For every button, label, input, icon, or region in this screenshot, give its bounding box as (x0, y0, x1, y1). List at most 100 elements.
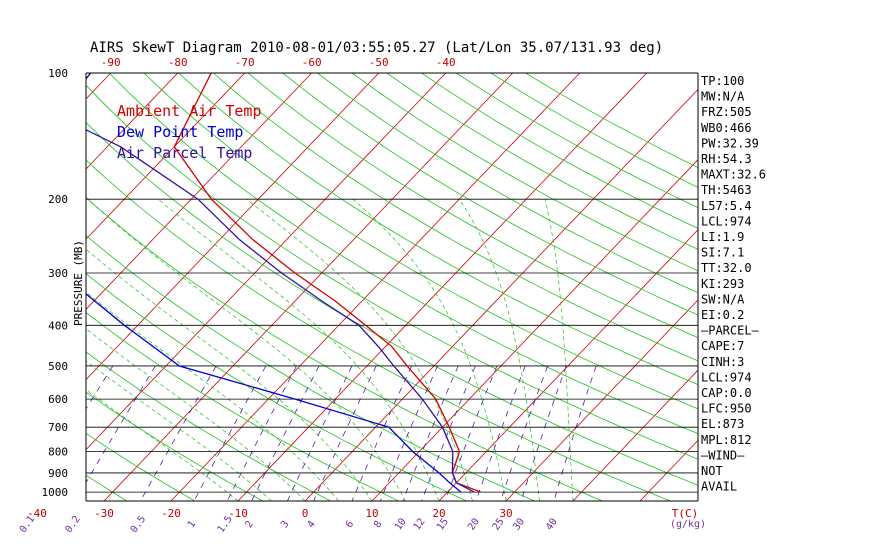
bottom-temp-tick-label: 0 (302, 507, 309, 520)
series-line (173, 73, 482, 493)
bottom-temp-tick-label: 20 (432, 507, 445, 520)
mixing-ratio-tick-label: 8 (372, 519, 384, 530)
isobar-lines (86, 72, 698, 493)
index-label: MPL:812 (701, 433, 752, 447)
mixing-ratio-tick-label: 2 (243, 519, 255, 530)
moist-adiabat (87, 198, 406, 501)
index-label: LCL:974 (701, 214, 752, 228)
mixing-ratio-line (193, 365, 267, 501)
pressure-tick-label: 500 (48, 360, 68, 373)
isotherm-line (86, 73, 246, 240)
mixing-ratio-line (86, 365, 156, 484)
mixing-ratio-tick-label: 40 (544, 516, 560, 532)
dry-adiabat (86, 351, 331, 501)
index-label: AVAIL (701, 480, 737, 494)
dry-adiabat (421, 73, 698, 229)
mixing-ratio-line (313, 365, 377, 501)
dry-adiabat (86, 121, 698, 486)
mixing-ratio-line (421, 365, 476, 501)
index-label: MAXT:32.6 (701, 168, 766, 182)
axes: 1002003004005006007008009001000PRESSURE … (18, 56, 706, 535)
dry-adiabat (108, 73, 698, 435)
y-axis-label: PRESSURE (MB) (72, 240, 85, 326)
mixing-ratio-line (379, 365, 438, 501)
dry-adiabat (178, 73, 698, 386)
dry-adiabat (86, 391, 263, 501)
top-temp-tick-label: -40 (436, 56, 456, 69)
mixing-ratio-line (140, 365, 217, 501)
dry-adiabat (317, 73, 698, 294)
bottom-temp-tick-label: 30 (499, 507, 512, 520)
index-label: LI:1.9 (701, 230, 744, 244)
moist-adiabat (86, 248, 373, 501)
isotherm-line (304, 88, 698, 501)
dry-adiabat (247, 73, 698, 339)
pressure-tick-label: 200 (48, 193, 68, 206)
mixing-ratio-tick-label: 20 (466, 516, 482, 532)
bottom-temp-tick-label: -40 (27, 507, 47, 520)
index-label: CAP:0.0 (701, 386, 752, 400)
mixing-ratio-lines (86, 365, 597, 501)
index-label: NOT (701, 464, 723, 478)
index-label: WB0:466 (701, 121, 752, 135)
dry-adiabat (86, 159, 671, 501)
bottom-temp-tick-label: -30 (94, 507, 114, 520)
sounding-series (86, 73, 482, 493)
pressure-tick-label: 700 (48, 421, 68, 434)
bottom-temp-tick-label: 10 (365, 507, 378, 520)
dry-adiabat (386, 73, 698, 250)
mixing-ratio-line (287, 365, 353, 501)
index-label: EL:873 (701, 417, 744, 431)
dry-adiabat (86, 273, 467, 501)
index-label: MW:N/A (701, 90, 745, 104)
index-label: CINH:3 (701, 355, 744, 369)
pressure-tick-label: 800 (48, 446, 68, 459)
index-label: RH:54.3 (701, 152, 752, 166)
moist-adiabat (157, 198, 440, 501)
dry-adiabat (86, 432, 195, 501)
mixing-ratio-line (226, 365, 297, 501)
index-label: –WIND– (701, 448, 745, 462)
dry-adiabat (86, 196, 603, 501)
index-label: LCL:974 (701, 370, 752, 384)
isotherm-line (170, 73, 581, 501)
mixing-ratio-tick-label: 10 (393, 516, 409, 532)
mixing-ratio-line (553, 365, 597, 501)
index-label: TH:5463 (701, 183, 752, 197)
legend-entry: Ambient Air Temp (117, 102, 262, 120)
top-temp-tick-label: -60 (302, 56, 322, 69)
index-label: L57:5.4 (701, 199, 752, 213)
dry-adiabat (282, 73, 698, 316)
mixing-ratio-tick-label: 3 (279, 519, 291, 530)
pressure-tick-label: 300 (48, 267, 68, 280)
pressure-tick-label: 1000 (42, 486, 69, 499)
isotherm-line (505, 299, 698, 501)
top-temp-tick-label: -70 (235, 56, 255, 69)
top-temp-tick-label: -80 (168, 56, 188, 69)
moist-adiabat (86, 389, 239, 501)
dry-adiabat-lines (86, 73, 698, 501)
isotherm-line (86, 73, 447, 451)
dry-adiabat (351, 73, 698, 272)
pressure-tick-label: 600 (48, 393, 68, 406)
mixing-ratio-tick-label: 1 (186, 519, 198, 530)
mixing-ratio-line (520, 365, 567, 501)
mixing-ratio-line (444, 365, 498, 501)
index-label: TT:32.0 (701, 261, 752, 275)
mixing-ratio-tick-label: 6 (344, 519, 356, 530)
isotherm-line (86, 73, 179, 170)
moist-adiabat (544, 199, 574, 501)
isotherm-line (438, 229, 698, 501)
isotherm-line (86, 73, 380, 381)
index-label: TP:100 (701, 74, 744, 88)
legend-entry: Air Parcel Temp (117, 144, 252, 162)
pressure-tick-label: 900 (48, 467, 68, 480)
moist-adiabat (86, 328, 306, 501)
top-temp-tick-label: -50 (369, 56, 389, 69)
pressure-tick-label: 100 (48, 67, 68, 80)
mixing-ratio-tick-label: 0.2 (63, 514, 82, 535)
index-label: KI:293 (701, 277, 744, 291)
isotherm-line (371, 159, 698, 501)
